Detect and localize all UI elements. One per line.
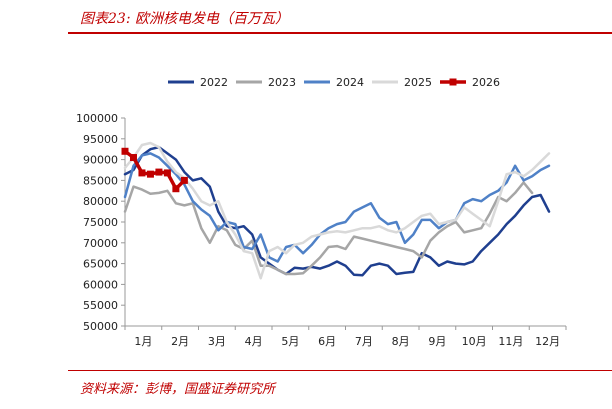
series-point-2026	[163, 169, 171, 177]
legend-label-2025: 2025	[404, 76, 432, 89]
y-tick-label: 85000	[83, 174, 118, 187]
x-tick-label: 9月	[428, 335, 446, 348]
x-tick-label: 5月	[281, 335, 299, 348]
x-tick-label: 11月	[498, 335, 523, 348]
series-point-2026	[146, 170, 154, 178]
x-tick-label: 7月	[355, 335, 373, 348]
legend-label-2023: 2023	[268, 76, 296, 89]
x-tick-label: 6月	[318, 335, 336, 348]
x-tick-label: 10月	[462, 335, 487, 348]
series-point-2026	[138, 169, 146, 177]
x-tick-label: 4月	[245, 335, 263, 348]
series-point-2026	[172, 185, 180, 193]
series-line-2025	[123, 141, 551, 280]
y-axis: 100000 95000 90000 85000 80000 75000 70000 6500…	[76, 112, 126, 333]
legend-label-2022: 2022	[200, 76, 228, 89]
series-point-2026	[129, 154, 137, 162]
line-chart: 2022 2023 2024 2025 2026 100000 95000 90000 850…	[76, 76, 567, 348]
y-tick-label: 75000	[83, 216, 118, 229]
x-tick-label: 3月	[208, 335, 226, 348]
y-tick-label: 50000	[83, 320, 118, 333]
figure-title: 图表23: 欧洲核电发电（百万瓦）	[80, 11, 289, 27]
chart-legend: 2022 2023 2024 2025 2026	[168, 76, 500, 89]
y-tick-label: 70000	[83, 237, 118, 250]
y-tick-label: 60000	[83, 278, 118, 291]
series-line-2024	[123, 152, 551, 263]
source-rule	[68, 370, 612, 371]
series-point-2026	[155, 168, 163, 176]
source-note: 资料来源：彭博，国盛证券研究所	[80, 382, 276, 397]
y-tick-label: 95000	[83, 133, 118, 146]
legend-marker-2026	[449, 78, 457, 86]
legend-label-2026: 2026	[472, 76, 500, 89]
x-tick-label: 1月	[134, 335, 152, 348]
title-rule	[68, 32, 612, 34]
series-lines	[121, 141, 551, 280]
y-tick-label: 80000	[83, 195, 118, 208]
y-tick-label: 100000	[76, 112, 118, 125]
series-line-2022	[123, 145, 551, 277]
y-tick-label: 65000	[83, 258, 118, 271]
x-axis: 1月 2月 3月 4月 5月 6月 7月 8月 9月 10月 11月 12月	[124, 325, 567, 348]
y-tick-label: 90000	[83, 154, 118, 167]
x-tick-label: 8月	[392, 335, 410, 348]
series-point-2026	[180, 176, 188, 184]
legend-label-2024: 2024	[336, 76, 364, 89]
x-tick-label: 12月	[535, 335, 560, 348]
x-tick-label: 2月	[171, 335, 189, 348]
y-tick-label: 55000	[83, 299, 118, 312]
series-line-2023	[123, 181, 534, 276]
series-point-2026	[121, 147, 129, 155]
